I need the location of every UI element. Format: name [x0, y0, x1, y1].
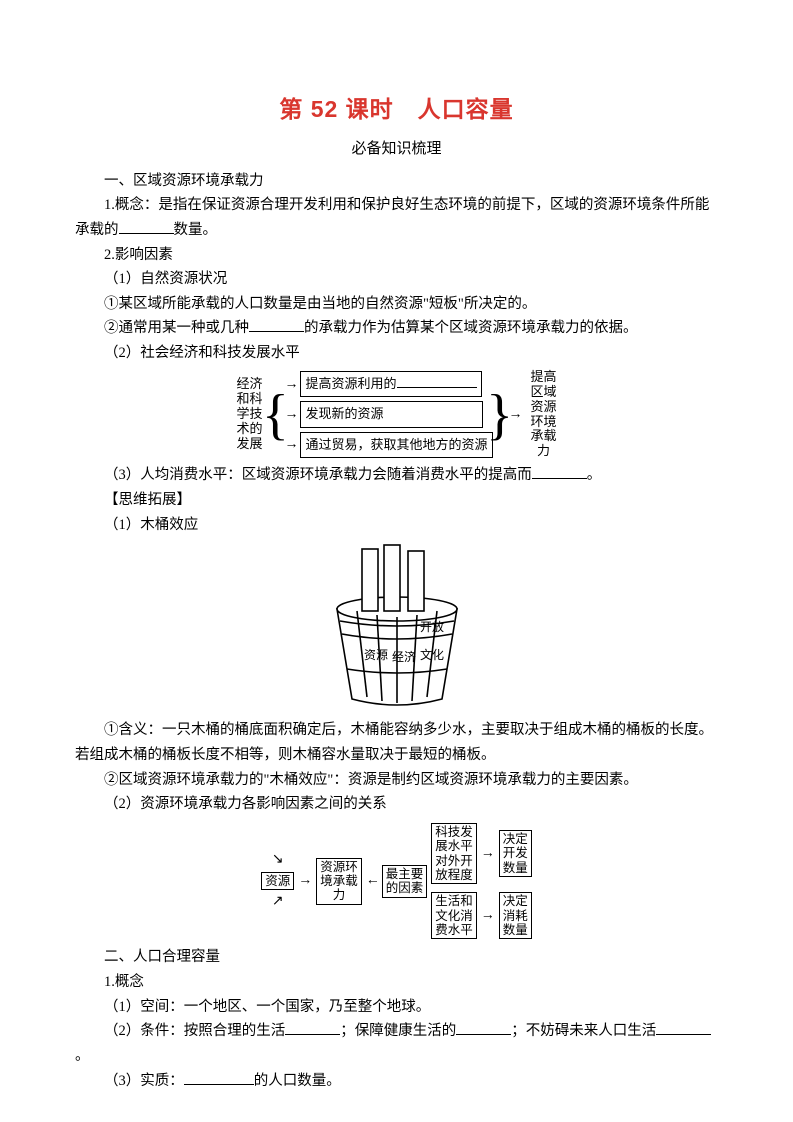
blank [249, 317, 304, 333]
s1-p2: 2.影响因素 [75, 243, 718, 268]
arrow-icon: → [282, 433, 300, 457]
arrow-icon: → [481, 904, 495, 928]
text: 的承载力作为估算某个区域资源环境承载力的依据。 [304, 320, 638, 336]
s1-p2-1-c1: ①某区域所能承载的人口数量是由当地的自然资源"短板"所决定的。 [75, 292, 718, 317]
arrow-icon: → [282, 373, 300, 397]
arrow-icon: → [282, 403, 300, 427]
diagram-science-economy: 经济和科学技术的发展 { →提高资源利用的 →发现新的资源 →通过贸易，获取其他… [75, 370, 718, 460]
label: 提高资源利用的 [305, 373, 396, 395]
d2-box-main: 最主要 的因素 [382, 865, 428, 898]
arrow-icon: → [507, 403, 525, 427]
d1-box3: 通过贸易，获取其他地方的资源 [300, 432, 492, 458]
d2-box-res: 资源 [261, 872, 294, 890]
blank [184, 1069, 254, 1085]
text: 。 [587, 467, 602, 483]
bucket-label-top: 开放 [420, 619, 444, 634]
text: （3）人均消费水平：区域资源环境承载力会随着消费水平的提高而 [104, 467, 532, 483]
s2-p1-1: （1）空间：一个地区、一个国家，乃至整个地球。 [75, 995, 718, 1020]
text: 的人口数量。 [254, 1073, 341, 1089]
bucket-icon: 开放 资源 经济 文化 [292, 539, 502, 714]
d1-mid: →提高资源利用的 →发现新的资源 →通过贸易，获取其他地方的资源 [282, 370, 492, 460]
s1-p2-1: （1）自然资源状况 [75, 267, 718, 292]
s1-p1b: 数量。 [174, 222, 218, 238]
arrow-icon: → [298, 869, 312, 893]
d2-box-consqty: 决定 消耗 数量 [499, 892, 532, 939]
bucket-label-l: 资源 [364, 648, 388, 662]
d2-box-sci: 科技发 展水平 对外开 放程度 [431, 823, 477, 885]
d1-box1: 提高资源利用的 [300, 371, 481, 397]
blank [285, 1020, 340, 1036]
d2-box-cap: 资源环 境承载 力 [316, 858, 362, 905]
arrow-icon: → [481, 842, 495, 866]
text: （3）实质： [104, 1073, 184, 1089]
s2-p1-2: （2）条件：按照合理的生活 ；保障健康生活的 ；不妨碍未来人口生活。 [75, 1019, 718, 1068]
text: 。 [75, 1048, 90, 1064]
text: （2）条件：按照合理的生活 [104, 1023, 285, 1039]
text: ；保障健康生活的 [340, 1023, 456, 1039]
page-title: 第 52 课时 人口容量 [75, 90, 718, 129]
blank [397, 374, 477, 388]
blank [119, 218, 174, 234]
s2-p1: 1.概念 [75, 970, 718, 995]
s2-p1-3: （3）实质： 的人口数量。 [75, 1069, 718, 1094]
s1-concept: 1.概念：是指在保证资源合理开发利用和保护良好生态环境的前提下，区域的资源环境条… [75, 193, 718, 242]
document-page: 第 52 课时 人口容量 必备知识梳理 一、区域资源环境承载力 1.概念：是指在… [0, 0, 793, 1122]
bucket-diagram: 开放 资源 经济 文化 [75, 539, 718, 714]
text: ②通常用某一种或几种 [104, 320, 249, 336]
label: 通过贸易，获取其他地方的资源 [305, 434, 487, 456]
blank [456, 1020, 511, 1036]
blank [532, 464, 587, 480]
s1-p2-3: （3）人均消费水平：区域资源环境承载力会随着消费水平的提高而 。 [75, 463, 718, 488]
s1-p2-1-c2: ②通常用某一种或几种 的承载力作为估算某个区域资源环境承载力的依据。 [75, 316, 718, 341]
text: ；不妨碍未来人口生活 [511, 1023, 656, 1039]
think2: （2）资源环境承载力各影响因素之间的关系 [75, 792, 718, 817]
diagram-factors-relation: 科技发 展水平 对外开 放程度 → 决定 开发 数量 ↘ 资源 ↗ → 资源环 … [75, 823, 718, 940]
label: 发现新的资源 [305, 403, 383, 425]
t1-p2: ②区域资源环境承载力的"木桶效应"：资源是制约区域资源环境承载力的主要因素。 [75, 768, 718, 793]
bucket-label-m: 经济 [392, 649, 416, 664]
d1-box2: 发现新的资源 [300, 401, 483, 427]
t1-p1: ①含义：一只木桶的桶底面积确定后，木桶能容纳多少水，主要取决于组成木桶的桶板的长… [75, 718, 718, 767]
think-heading: 【思维拓展】 [75, 488, 718, 513]
d2-box-devqty: 决定 开发 数量 [499, 830, 532, 877]
page-subtitle: 必备知识梳理 [75, 137, 718, 163]
section1-heading: 一、区域资源环境承载力 [75, 169, 718, 194]
s1-p2-2: （2）社会经济和科技发展水平 [75, 341, 718, 366]
brace-icon: } [493, 370, 507, 460]
d1-right-label: 提高区域资源环境承载力 [525, 370, 563, 460]
d2-box-life: 生活和 文化消 费水平 [431, 892, 477, 939]
arrow-icon: ↘ [272, 848, 284, 872]
bucket-label-r: 文化 [420, 647, 444, 662]
arrow-icon: ↗ [272, 890, 284, 914]
think1: （1）木桶效应 [75, 513, 718, 538]
section2-heading: 二、人口合理容量 [75, 945, 718, 970]
blank [656, 1020, 711, 1036]
arrow-icon: ← [366, 869, 380, 893]
brace-icon: { [268, 370, 282, 460]
